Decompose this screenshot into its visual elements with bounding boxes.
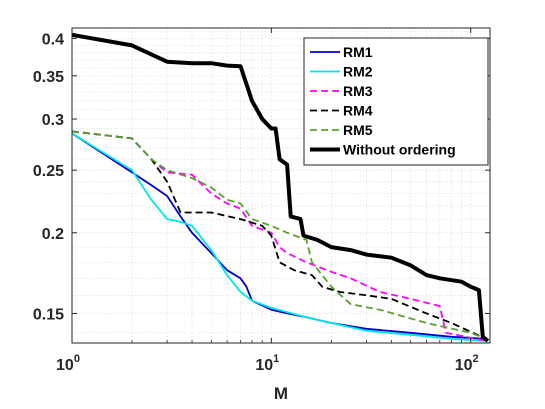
- y-tick-label: 0.25: [33, 163, 64, 180]
- series-line-rm5: [71, 130, 487, 340]
- x-tick-exponent: 2: [473, 353, 479, 365]
- plot-frame: [71, 27, 491, 344]
- series-layer: [71, 32, 490, 343]
- x-tick-exponent: 1: [273, 353, 279, 365]
- x-axis-label: M: [274, 384, 288, 403]
- x-tick-exponent: 0: [74, 353, 80, 365]
- legend-label: RM1: [343, 44, 373, 60]
- series-line-rm3: [71, 130, 487, 342]
- legend-label: RM2: [343, 64, 373, 80]
- series-line-without-ordering: [71, 32, 490, 343]
- legend-label: Without ordering: [343, 142, 456, 158]
- legend-label: RM5: [343, 122, 373, 138]
- series-line-rm1: [71, 132, 487, 340]
- y-tick-label: 0.2: [42, 226, 64, 243]
- x-tick-label: 102: [455, 353, 479, 374]
- x-tick-label: 100: [56, 353, 80, 374]
- series-line-rm2: [71, 132, 487, 342]
- legend-box: [303, 37, 489, 166]
- x-tick-label: 101: [255, 353, 279, 374]
- x-tick-base: 10: [56, 357, 74, 374]
- y-tick-label: 0.35: [33, 69, 64, 86]
- legend: RM1 RM2 RM3 RM4 RM5 Without ordering: [303, 37, 489, 166]
- legend-label: RM4: [343, 103, 373, 119]
- x-tick-base: 10: [255, 357, 273, 374]
- y-tick-label: 0.15: [33, 306, 64, 323]
- y-tick-label: 0.4: [42, 31, 64, 48]
- y-tick-label: 0.3: [42, 112, 64, 129]
- legend-label: RM3: [343, 83, 373, 99]
- x-tick-base: 10: [455, 357, 473, 374]
- series-line-rm4: [71, 130, 487, 340]
